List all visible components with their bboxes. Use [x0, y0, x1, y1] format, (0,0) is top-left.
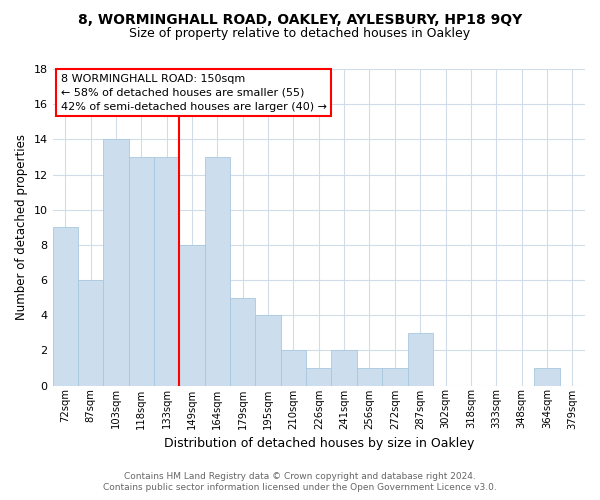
Bar [281, 350, 306, 386]
Text: 8, WORMINGHALL ROAD, OAKLEY, AYLESBURY, HP18 9QY: 8, WORMINGHALL ROAD, OAKLEY, AYLESBURY, … [78, 12, 522, 26]
Bar [154, 157, 179, 386]
Bar [407, 333, 433, 386]
Bar [230, 298, 256, 386]
Bar [306, 368, 331, 386]
Bar [78, 280, 103, 386]
Bar [53, 228, 78, 386]
Bar [179, 245, 205, 386]
Bar [128, 157, 154, 386]
Text: 8 WORMINGHALL ROAD: 150sqm
← 58% of detached houses are smaller (55)
42% of semi: 8 WORMINGHALL ROAD: 150sqm ← 58% of deta… [61, 74, 326, 112]
Text: Contains HM Land Registry data © Crown copyright and database right 2024.
Contai: Contains HM Land Registry data © Crown c… [103, 472, 497, 492]
Bar [534, 368, 560, 386]
Text: Size of property relative to detached houses in Oakley: Size of property relative to detached ho… [130, 28, 470, 40]
Y-axis label: Number of detached properties: Number of detached properties [15, 134, 28, 320]
Bar [382, 368, 407, 386]
Bar [103, 140, 128, 386]
Bar [256, 315, 281, 386]
Bar [357, 368, 382, 386]
X-axis label: Distribution of detached houses by size in Oakley: Distribution of detached houses by size … [164, 437, 474, 450]
Bar [331, 350, 357, 386]
Bar [205, 157, 230, 386]
